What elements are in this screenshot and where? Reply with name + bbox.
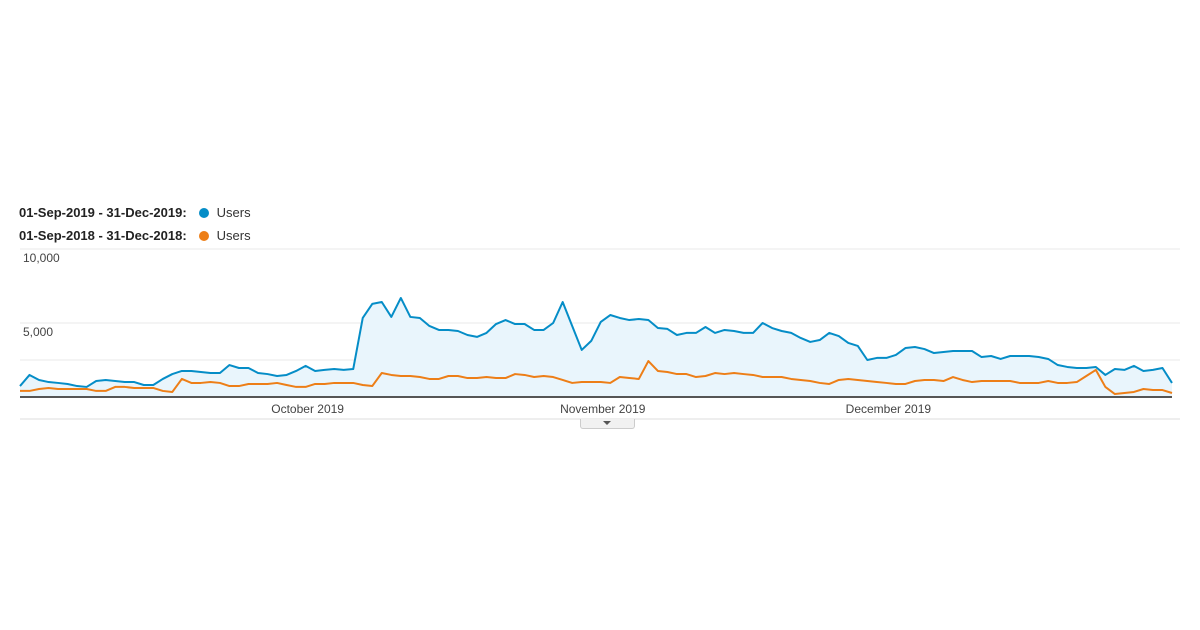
x-tick-label: November 2019 <box>560 402 646 416</box>
caret-down-icon <box>603 421 611 425</box>
series-area-2019 <box>20 297 1172 397</box>
expand-chart-toggle[interactable] <box>580 419 635 429</box>
y-tick-label: 10,000 <box>23 251 60 265</box>
legend-item-2018: 01-Sep-2018 - 31-Dec-2018: Users <box>19 228 251 243</box>
legend-range-2019: 01-Sep-2019 - 31-Dec-2019: <box>19 205 187 220</box>
x-tick-label: December 2019 <box>846 402 932 416</box>
legend-dot-orange <box>198 230 209 241</box>
y-tick-label: 5,000 <box>23 325 53 339</box>
legend-series-name: Users <box>216 228 251 243</box>
legend-series-name: Users <box>216 205 251 220</box>
x-tick-label: October 2019 <box>271 402 344 416</box>
legend-item-2019: 01-Sep-2019 - 31-Dec-2019: Users <box>19 205 251 220</box>
series-line-2018 <box>20 360 1173 396</box>
series-line-2019 <box>19 296 1173 388</box>
legend-range-2018: 01-Sep-2018 - 31-Dec-2018: <box>19 228 187 243</box>
legend-dot-blue <box>198 207 209 218</box>
